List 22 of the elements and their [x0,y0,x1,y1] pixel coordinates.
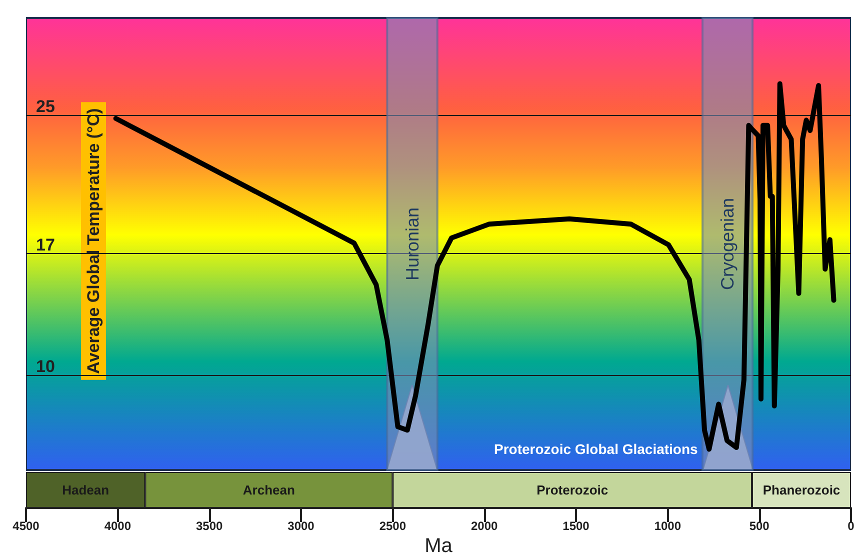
series-label: Archean [242,482,295,498]
x-tick-label: 4500 [12,519,40,533]
x-tick-label: 4000 [104,519,132,533]
series-label: Proterozoic [536,482,608,498]
x-tick-label: 1000 [654,519,682,533]
series-label: Hadean [62,482,110,498]
series-label: Phanerozoic [762,482,840,498]
x-tick-label: 3000 [288,519,315,533]
annotation: Proterozoic Global Glaciations [494,441,698,457]
y-tick-label: 10 [36,356,55,376]
x-tick-label: 3500 [196,519,224,533]
x-tick-label: 2000 [470,519,498,533]
band-label: Huronian [402,207,422,281]
y-tick-label: 25 [36,96,55,116]
x-tick-label: 500 [749,519,770,533]
x-tick-label: 2500 [379,519,406,533]
y-axis-title: Average Global Temperature (°C) [84,108,103,374]
band-label: Cryogenian [718,198,738,290]
y-tick-label: 17 [36,236,55,255]
x-tick-label: 1500 [562,519,590,533]
x-tick-label: 0 [848,519,855,533]
x-axis-title: Ma [424,535,454,555]
